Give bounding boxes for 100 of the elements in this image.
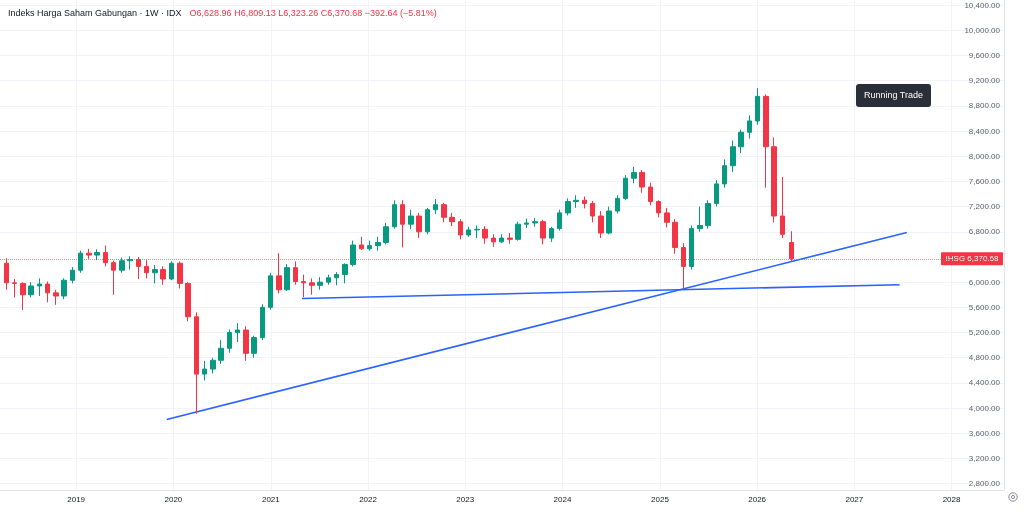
candlestick: [350, 240, 356, 267]
x-tick-label: 2019: [67, 494, 86, 504]
candlestick: [656, 199, 661, 218]
candlestick: [61, 277, 67, 300]
candlestick: [672, 218, 678, 255]
candlestick: [317, 276, 323, 291]
y-tick-label: 10,000.00: [964, 25, 1001, 35]
candlestick: [169, 260, 174, 281]
candlestick: [20, 281, 26, 311]
candlestick: [639, 169, 645, 194]
candlestick: [218, 339, 224, 365]
candlestick: [623, 174, 628, 201]
candlestick: [251, 335, 257, 359]
candlestick: [557, 209, 562, 232]
candlestick: [540, 219, 546, 245]
candlestick: [194, 311, 199, 415]
candlestick: [565, 197, 571, 216]
candlestick: [582, 196, 587, 209]
candlestick: [615, 194, 620, 215]
candlestick: [780, 176, 785, 239]
candlestick: [268, 272, 273, 311]
candlestick: [738, 129, 744, 154]
candlestick: [119, 257, 125, 274]
y-tick-label: 3,600.00: [968, 428, 1001, 438]
candlestick: [532, 217, 538, 228]
candlestick: [86, 248, 92, 260]
candlestick: [111, 260, 116, 296]
candlestick: [771, 136, 777, 223]
candlestick: [681, 242, 686, 289]
candlestick: [507, 232, 513, 245]
candlestick: [53, 289, 59, 306]
y-tick-label: 3,200.00: [968, 454, 1001, 464]
candlestick: [499, 233, 504, 244]
y-tick-label: 6,800.00: [968, 227, 1001, 237]
candlestick: [416, 212, 422, 239]
y-tick-label: 5,600.00: [968, 302, 1001, 312]
candlestick: [524, 218, 529, 229]
x-tick-label: 2025: [651, 494, 670, 504]
candlestick: [103, 245, 108, 267]
x-tick-label: 2028: [942, 494, 961, 504]
candlestick: [400, 199, 405, 249]
candlestick: [449, 212, 455, 227]
candlestick: [631, 166, 637, 184]
candlestick: [730, 139, 736, 173]
candlestick: [235, 322, 240, 343]
candlestick: [359, 236, 364, 251]
y-tick-label: 4,000.00: [968, 403, 1001, 413]
candlestick: [177, 260, 183, 289]
text: Indeks Harga Saham Gabungan · 1W · IDX: [8, 8, 182, 18]
candlestick: [210, 357, 216, 374]
candlestick: [301, 274, 306, 298]
y-tick-label: 6,000.00: [968, 277, 1001, 287]
candlestick: [573, 194, 579, 209]
candlestick: [598, 210, 604, 239]
candlestick: [243, 325, 249, 362]
candlestick: [664, 207, 670, 228]
x-tick-label: 2026: [748, 494, 767, 504]
y-tick-label: 4,800.00: [968, 353, 1001, 363]
button: Running Trade: [856, 84, 932, 107]
candlestick: [293, 260, 298, 286]
candlestick: [326, 274, 331, 286]
candlestick: [160, 265, 166, 286]
candlestick: [515, 221, 521, 242]
candlestick: [789, 230, 794, 263]
candlestick: [37, 277, 42, 297]
candlestick: [12, 278, 17, 298]
y-tick-label: 4,400.00: [968, 378, 1001, 388]
candlestick: [152, 264, 158, 284]
candlestick: [127, 255, 133, 271]
candlestick: [392, 199, 397, 230]
y-tick-label: 7,600.00: [968, 176, 1001, 186]
candlestick: [260, 303, 265, 341]
candlestick: [648, 182, 653, 206]
candlestick: [4, 257, 9, 291]
x-tick-label: 2027: [845, 494, 864, 504]
candlestick: [722, 158, 727, 189]
candlestick: [227, 328, 232, 354]
candlestick: [408, 209, 414, 230]
candlestick: [590, 200, 595, 223]
candlestick: [367, 240, 372, 252]
y-tick-label: 7,200.00: [968, 202, 1001, 212]
candlestick: [78, 250, 83, 274]
y-tick-label: 8,000.00: [968, 151, 1001, 161]
candlestick: [383, 222, 389, 245]
candlestick: [284, 263, 290, 292]
candlestick: [755, 87, 760, 126]
candlestick: [276, 252, 282, 294]
y-tick-label: 10,400.00: [964, 0, 1001, 10]
candlestick: [28, 281, 34, 298]
candlestick: [763, 93, 769, 189]
y-tick-label: 5,200.00: [968, 328, 1001, 338]
candlestick: [491, 233, 496, 248]
candlestick: [45, 281, 50, 303]
text: O6,628.96 H6,809.13 L6,323.26 C6,370.68 −392.64 (−5.81%): [189, 8, 437, 18]
candlestick: [202, 360, 207, 381]
candlestick: [714, 179, 719, 208]
candlestick: [474, 224, 480, 239]
candlestick: [466, 226, 471, 238]
candlestick: [70, 266, 75, 284]
candlestick: [334, 271, 339, 286]
